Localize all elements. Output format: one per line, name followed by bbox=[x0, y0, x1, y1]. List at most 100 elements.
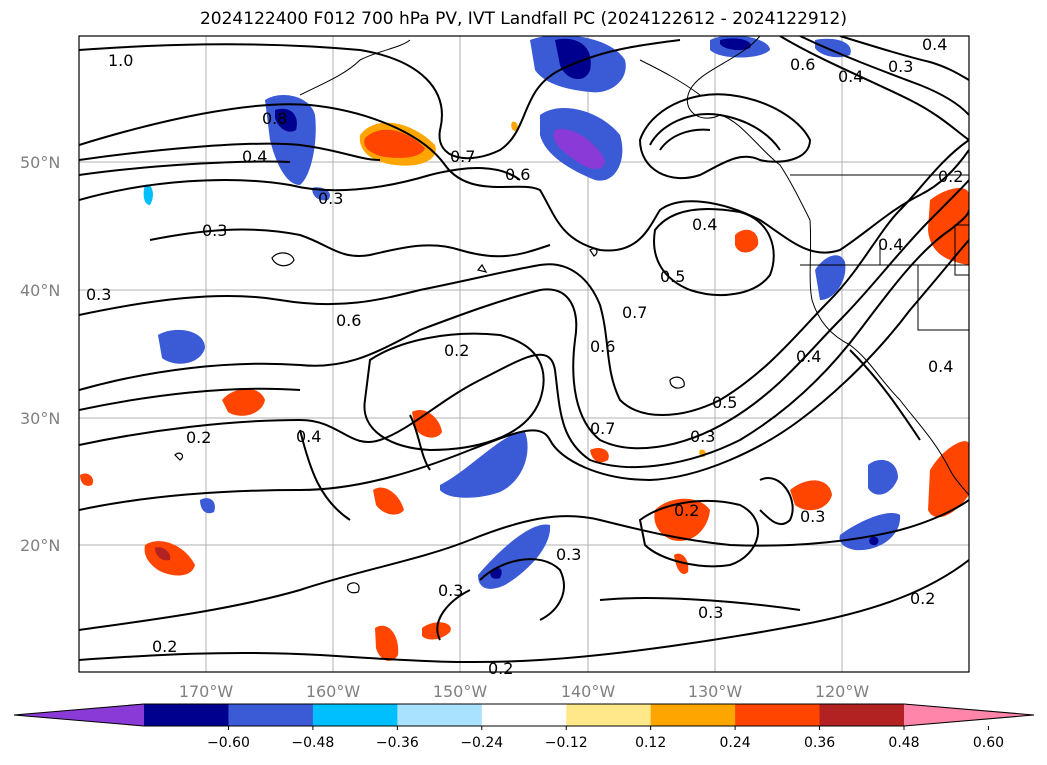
pos-anomaly-patch bbox=[654, 498, 710, 541]
contour-label: 0.2 bbox=[186, 428, 211, 447]
colorbar-segment bbox=[650, 704, 736, 726]
pos-anomaly-patch bbox=[790, 480, 832, 511]
pos-anomaly-patch bbox=[412, 410, 442, 438]
pos-anomaly-patch bbox=[928, 188, 969, 265]
neg-anomaly-patch bbox=[868, 459, 898, 495]
lon-label: 130°W bbox=[688, 682, 743, 701]
colorbar-tick-label: 0.36 bbox=[804, 735, 835, 751]
neg-anomaly-core bbox=[275, 108, 297, 132]
colorbar-tick-label: −0.60 bbox=[207, 735, 250, 751]
pos-anomaly-patch bbox=[222, 388, 265, 416]
colorbar-segment bbox=[481, 704, 567, 726]
contour-label: 0.5 bbox=[660, 267, 685, 286]
contour-label: 0.2 bbox=[444, 341, 469, 360]
contour-label: 0.4 bbox=[928, 357, 953, 376]
colorbar-tick-label: 0.48 bbox=[888, 735, 919, 751]
contour-label: 0.4 bbox=[796, 347, 821, 366]
colorbar-extend-max bbox=[904, 704, 1034, 726]
colorbar-segment bbox=[228, 704, 314, 726]
contour-label: 0.4 bbox=[242, 147, 267, 166]
contour-label: 0.7 bbox=[450, 147, 475, 166]
colorbar-tick-label: 0.60 bbox=[973, 735, 1004, 751]
colorbar-segment bbox=[397, 704, 483, 726]
pos-anomaly-patch bbox=[928, 441, 969, 518]
colorbar-outline bbox=[13, 703, 1035, 727]
contour-label: 0.2 bbox=[488, 659, 513, 678]
colorbar-tick-label: −0.12 bbox=[545, 735, 588, 751]
contour-label: 0.3 bbox=[800, 507, 825, 526]
contour-label: 0.8 bbox=[262, 109, 287, 128]
map-title: 2024122400 F012 700 hPa PV, IVT Landfall… bbox=[199, 9, 847, 29]
contour-label: 0.6 bbox=[336, 311, 361, 330]
colorbar-tick-label: 0.24 bbox=[720, 735, 751, 751]
lat-label: 20°N bbox=[20, 536, 60, 555]
neg-anomaly-core bbox=[869, 536, 879, 546]
contour-label: 0.3 bbox=[690, 427, 715, 446]
lon-label: 120°W bbox=[815, 682, 870, 701]
contour-labels: 1.0 0.8 0.4 0.7 0.6 0.3 0.3 0.4 0.5 0.7 … bbox=[86, 35, 963, 678]
contour-label: 0.4 bbox=[692, 215, 717, 234]
contour-label: 0.6 bbox=[790, 55, 815, 74]
neg-anomaly-patch bbox=[440, 431, 528, 498]
pos-anomaly-patch bbox=[80, 473, 94, 486]
colorbar-tick-label: −0.24 bbox=[460, 735, 503, 751]
contour-label: 0.4 bbox=[838, 67, 863, 86]
colorbar-segment bbox=[312, 704, 398, 726]
pos-anomaly-patch bbox=[590, 448, 609, 463]
pos-anomaly-patch bbox=[674, 553, 689, 575]
map-frame bbox=[78, 35, 970, 673]
contour-label: 0.4 bbox=[878, 235, 903, 254]
contour-label: 0.3 bbox=[556, 545, 581, 564]
contour-label: 0.2 bbox=[910, 589, 935, 608]
neg-anomaly-patch bbox=[815, 255, 846, 300]
contour-label: 0.3 bbox=[698, 603, 723, 622]
pos-anomaly-patch bbox=[375, 625, 399, 661]
contour-label: 0.3 bbox=[202, 221, 227, 240]
neg-anomaly-patch bbox=[200, 498, 215, 514]
pos-anomaly-core bbox=[364, 129, 425, 158]
neg-anomaly-light bbox=[143, 184, 153, 205]
lat-label: 50°N bbox=[20, 153, 60, 172]
pv-contours bbox=[79, 36, 969, 664]
colorbar-segment bbox=[144, 704, 229, 726]
neg-anomaly-patch bbox=[815, 38, 851, 58]
pos-anomaly-core bbox=[155, 547, 171, 561]
lat-label: 30°N bbox=[20, 409, 60, 428]
contour-label: 0.4 bbox=[922, 35, 947, 54]
lon-label: 170°W bbox=[179, 682, 234, 701]
colorbar-extend-min bbox=[14, 704, 144, 726]
neg-anomaly-purple bbox=[553, 129, 605, 169]
contour-label: 0.4 bbox=[296, 427, 321, 446]
pv-minor-contours bbox=[174, 248, 685, 594]
colorbar-tick-label: 0.12 bbox=[635, 735, 666, 751]
lon-label: 150°W bbox=[433, 682, 488, 701]
colorbar-segment bbox=[566, 704, 652, 726]
contour-label: 0.3 bbox=[318, 189, 343, 208]
contour-label: 0.3 bbox=[438, 581, 463, 600]
contour-label: 0.7 bbox=[590, 419, 615, 438]
pos-anomaly-patch bbox=[511, 121, 518, 131]
contour-label: 0.2 bbox=[152, 637, 177, 656]
contour-label: 0.2 bbox=[674, 501, 699, 520]
lat-label: 40°N bbox=[20, 281, 60, 300]
colorbar: −0.60 −0.48 −0.36 −0.24 −0.12 0.12 0.24 0.36 0.4… bbox=[13, 703, 1035, 751]
contour-label: 0.2 bbox=[938, 167, 963, 186]
neg-anomaly-patch bbox=[839, 512, 901, 551]
map-panel bbox=[79, 36, 969, 672]
neg-anomaly-patch bbox=[158, 329, 205, 364]
neg-anomaly-core bbox=[720, 38, 751, 51]
lon-label: 140°W bbox=[561, 682, 616, 701]
coastlines bbox=[299, 36, 969, 496]
contour-label: 0.6 bbox=[505, 165, 530, 184]
colorbar-segment bbox=[819, 704, 905, 726]
contour-label: 0.3 bbox=[888, 57, 913, 76]
contour-label: 0.3 bbox=[86, 285, 111, 304]
contour-label: 1.0 bbox=[108, 51, 133, 70]
filled-anomalies bbox=[80, 36, 969, 661]
pos-anomaly-patch bbox=[373, 487, 404, 515]
colorbar-segment bbox=[735, 704, 821, 726]
pos-anomaly-patch bbox=[735, 229, 759, 253]
colorbar-tick-label: −0.48 bbox=[291, 735, 334, 751]
lon-label: 160°W bbox=[306, 682, 361, 701]
